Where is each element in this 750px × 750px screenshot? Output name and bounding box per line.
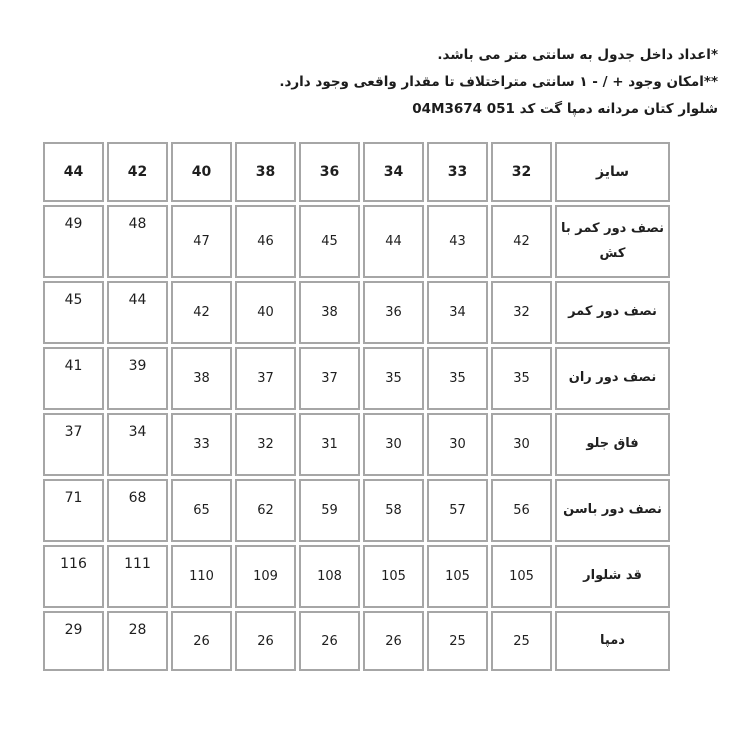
value-cell: 41 (43, 347, 104, 410)
size-header-cell: 36 (299, 142, 360, 202)
value-cell: 36 (363, 281, 424, 344)
value-cell: 31 (299, 413, 360, 476)
notes-block: *اعداد داخل جدول به سانتی متر می باشد. *… (279, 42, 718, 123)
value-cell: 116 (43, 545, 104, 608)
value-cell: 59 (299, 479, 360, 542)
value-cell: 26 (363, 611, 424, 671)
value-cell: 46 (235, 205, 296, 278)
value-cell: 35 (427, 347, 488, 410)
value-cell: 62 (235, 479, 296, 542)
table-row-front-rise: 37 34 33 32 31 30 30 30 فاق جلو (43, 413, 670, 476)
value-cell: 32 (491, 281, 552, 344)
value-cell: 26 (299, 611, 360, 671)
value-cell: 43 (427, 205, 488, 278)
value-cell: 26 (235, 611, 296, 671)
value-cell: 35 (491, 347, 552, 410)
value-cell: 34 (427, 281, 488, 344)
value-cell: 38 (299, 281, 360, 344)
table-header-row: 44 42 40 38 36 34 33 32 سایز (43, 142, 670, 202)
size-column-title: سایز (555, 142, 670, 202)
value-cell: 105 (491, 545, 552, 608)
value-cell: 68 (107, 479, 168, 542)
size-header-cell: 42 (107, 142, 168, 202)
value-cell: 30 (363, 413, 424, 476)
value-cell: 30 (427, 413, 488, 476)
row-label-cell: نصف دور ران (555, 347, 670, 410)
note-unit-line: *اعداد داخل جدول به سانتی متر می باشد. (437, 47, 718, 63)
value-cell: 32 (235, 413, 296, 476)
row-label-cell: نصف دور کمر با کش (555, 205, 670, 278)
value-cell: 25 (427, 611, 488, 671)
value-cell: 49 (43, 205, 104, 278)
value-cell: 109 (235, 545, 296, 608)
value-cell: 111 (107, 545, 168, 608)
value-cell: 105 (363, 545, 424, 608)
value-cell: 25 (491, 611, 552, 671)
value-cell: 28 (107, 611, 168, 671)
value-cell: 65 (171, 479, 232, 542)
row-label-cell: قد شلوار (555, 545, 670, 608)
value-cell: 37 (235, 347, 296, 410)
note-tolerance-line: **امکان وجود + / - ۱ سانتی متراختلاف تا … (279, 74, 718, 90)
value-cell: 40 (235, 281, 296, 344)
value-cell: 110 (171, 545, 232, 608)
size-header-cell: 38 (235, 142, 296, 202)
value-cell: 47 (171, 205, 232, 278)
table-row-waist-elastic: 49 48 47 46 45 44 43 42 نصف دور کمر با ک… (43, 205, 670, 278)
size-header-cell: 33 (427, 142, 488, 202)
value-cell: 42 (171, 281, 232, 344)
value-cell: 30 (491, 413, 552, 476)
table-row-waist: 45 44 42 40 38 36 34 32 نصف دور کمر (43, 281, 670, 344)
table-row-leg-opening: 29 28 26 26 26 26 25 25 دمپا (43, 611, 670, 671)
value-cell: 57 (427, 479, 488, 542)
size-header-cell: 34 (363, 142, 424, 202)
size-header-cell: 44 (43, 142, 104, 202)
value-cell: 44 (107, 281, 168, 344)
value-cell: 34 (107, 413, 168, 476)
value-cell: 37 (43, 413, 104, 476)
value-cell: 48 (107, 205, 168, 278)
value-cell: 35 (363, 347, 424, 410)
row-label-cell: دمپا (555, 611, 670, 671)
row-label-cell: نصف دور باسن (555, 479, 670, 542)
row-label-cell: نصف دور کمر (555, 281, 670, 344)
table-row-hip: 71 68 65 62 59 58 57 56 نصف دور باسن (43, 479, 670, 542)
value-cell: 26 (171, 611, 232, 671)
value-cell: 71 (43, 479, 104, 542)
product-title-code-line: شلوار کتان مردانه دمپا گت کد 04M3674 051 (412, 101, 718, 117)
size-header-cell: 32 (491, 142, 552, 202)
row-label-cell: فاق جلو (555, 413, 670, 476)
value-cell: 29 (43, 611, 104, 671)
size-header-cell: 40 (171, 142, 232, 202)
value-cell: 105 (427, 545, 488, 608)
size-chart-table: 44 42 40 38 36 34 33 32 سایز 49 48 47 46… (40, 139, 673, 674)
value-cell: 44 (363, 205, 424, 278)
value-cell: 37 (299, 347, 360, 410)
value-cell: 108 (299, 545, 360, 608)
value-cell: 42 (491, 205, 552, 278)
table-row-pants-length: 116 111 110 109 108 105 105 105 قد شلوار (43, 545, 670, 608)
value-cell: 39 (107, 347, 168, 410)
value-cell: 33 (171, 413, 232, 476)
value-cell: 38 (171, 347, 232, 410)
value-cell: 56 (491, 479, 552, 542)
table-row-thigh: 41 39 38 37 37 35 35 35 نصف دور ران (43, 347, 670, 410)
value-cell: 45 (299, 205, 360, 278)
value-cell: 58 (363, 479, 424, 542)
value-cell: 45 (43, 281, 104, 344)
